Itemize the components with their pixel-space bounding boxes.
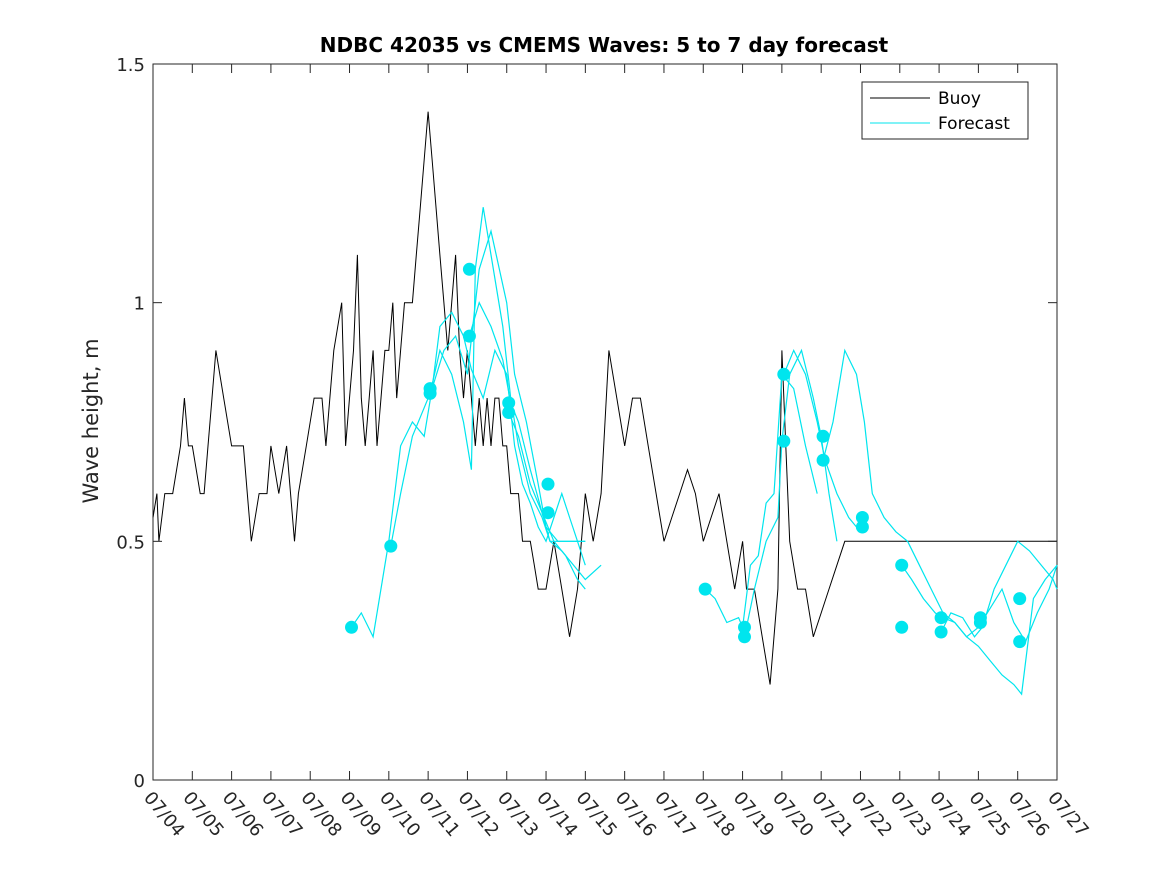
forecast-marker	[816, 429, 830, 443]
series-forecast-line-10	[940, 540, 1058, 638]
x-tick-label: 07/17	[650, 788, 699, 841]
forecast-marker	[816, 453, 830, 467]
chart-title: NDBC 42035 vs CMEMS Waves: 5 to 7 day fo…	[320, 33, 889, 57]
forecast-marker	[541, 477, 555, 491]
legend-box	[861, 81, 1029, 140]
series-forecast-line-5	[704, 372, 818, 630]
x-tick-label: 07/27	[1043, 788, 1092, 841]
forecast-marker	[1013, 635, 1027, 649]
x-tick-label: 07/16	[611, 788, 660, 841]
y-tick-label: 1	[134, 294, 145, 315]
forecast-marker	[777, 367, 791, 381]
y-tick-label: 0	[134, 771, 145, 792]
x-tick-label: 07/06	[218, 788, 267, 841]
y-tick-label: 1.5	[116, 55, 145, 76]
plot-area: 07/0407/0507/0607/0707/0807/0907/1007/11…	[116, 55, 1092, 841]
y-tick-label: 0.5	[116, 532, 145, 553]
x-tick-label: 07/05	[178, 788, 227, 841]
x-tick-label: 07/20	[768, 788, 817, 841]
forecast-marker	[855, 511, 869, 524]
series-forecast-line-4	[508, 412, 602, 581]
series-forecast-line-0	[351, 311, 586, 639]
x-tick-label: 07/25	[965, 788, 1014, 841]
forecast-marker	[345, 620, 358, 634]
x-tick-label: 07/08	[296, 788, 345, 841]
forecast-marker	[777, 434, 791, 448]
x-tick-label: 07/07	[257, 788, 306, 841]
legend-label-buoy: Buoy	[938, 89, 981, 109]
x-tick-label: 07/10	[375, 788, 424, 841]
x-tick-label: 07/13	[493, 788, 542, 841]
x-tick-label: 07/23	[886, 788, 935, 841]
x-tick-label: 07/12	[454, 788, 503, 841]
forecast-marker	[541, 506, 555, 520]
legend-label-forecast: Forecast	[938, 114, 1010, 134]
forecast-marker	[698, 582, 712, 596]
forecast-marker	[934, 625, 948, 639]
x-tick-label: 07/24	[925, 788, 974, 841]
forecast-marker	[934, 611, 948, 625]
y-axis-label: Wave height, m	[79, 338, 103, 503]
forecast-marker	[738, 620, 751, 634]
series-forecast-line-3	[468, 301, 586, 590]
forecast-marker	[855, 520, 869, 534]
forecast-marker	[502, 406, 516, 419]
x-tick-label: 07/04	[139, 788, 188, 841]
series-buoy-line	[152, 111, 1057, 685]
x-tick-label: 07/15	[572, 788, 621, 841]
x-tick-label: 07/21	[807, 788, 856, 841]
x-tick-label: 07/22	[847, 788, 896, 841]
forecast-marker	[973, 616, 987, 629]
legend: Buoy Forecast	[861, 81, 1029, 140]
x-tick-label: 07/19	[729, 788, 778, 841]
forecast-marker	[895, 620, 909, 634]
forecast-marker	[423, 382, 437, 396]
forecast-marker	[895, 558, 909, 572]
series-forecast-line-8	[822, 348, 1058, 696]
x-tick-label: 07/11	[414, 788, 463, 841]
marker-layer	[345, 262, 1027, 649]
forecast-marker	[384, 539, 398, 553]
x-tick-label: 07/14	[532, 788, 581, 841]
forecast-marker	[502, 396, 516, 410]
x-tick-label: 07/18	[689, 788, 738, 841]
forecast-marker	[1013, 592, 1027, 606]
x-tick-label: 07/26	[1004, 788, 1053, 841]
x-tick-label: 07/09	[336, 788, 385, 841]
forecast-marker	[462, 262, 476, 276]
forecast-marker	[738, 630, 751, 644]
forecast-marker	[462, 329, 476, 343]
